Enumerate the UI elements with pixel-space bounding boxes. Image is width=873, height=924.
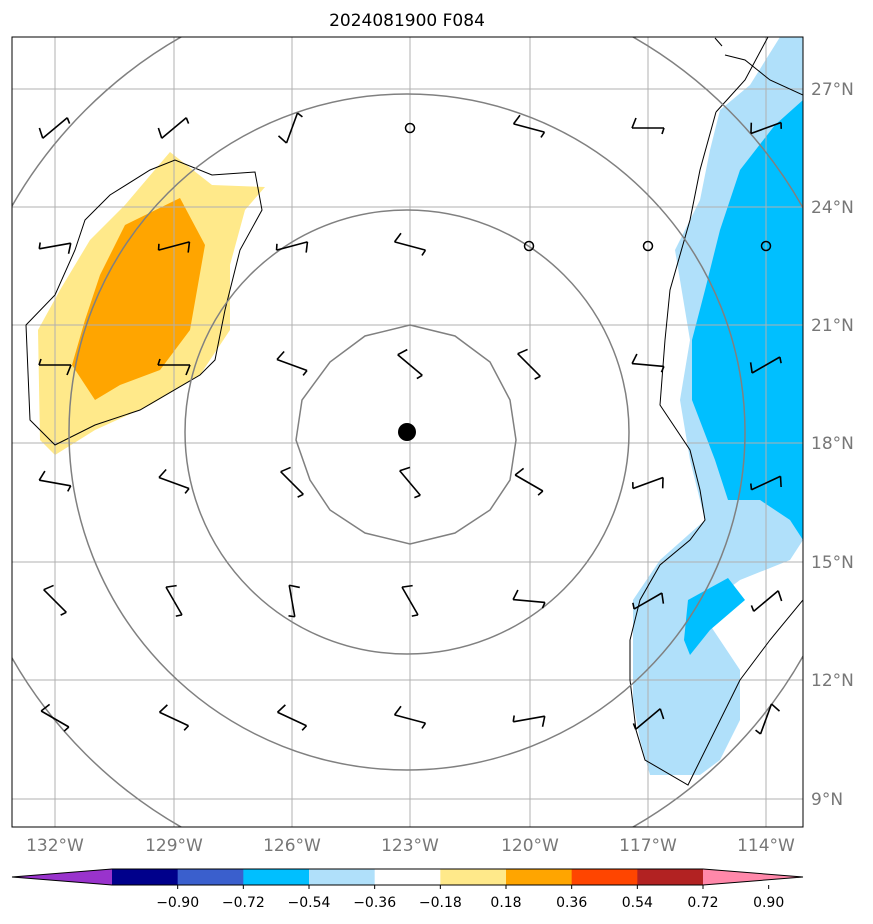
figure-title: 2024081900 F084 [329, 11, 485, 31]
wind-barb-icon [165, 584, 183, 617]
wind-barb-icon [632, 592, 665, 610]
range-ring-1 [295, 324, 517, 545]
wind-barb-icon [749, 475, 782, 491]
wind-barb-icon [280, 466, 304, 498]
wind-barb-icon [276, 350, 308, 376]
wind-barb-icon [401, 584, 419, 617]
wind-barb-icon [514, 467, 544, 496]
lat-tick-label: 12°N [811, 671, 854, 691]
wind-barb-icon [631, 353, 665, 373]
wind-barb-icon [512, 715, 546, 727]
wind-barb-icon [157, 241, 191, 253]
colorbar-swatch [112, 869, 179, 885]
wind-barb-icon [393, 232, 427, 256]
lon-tick-label: 126°W [263, 836, 321, 856]
colorbar-swatch [571, 869, 638, 885]
lat-tick-label: 24°N [811, 198, 854, 218]
wind-barb-icon [38, 358, 72, 376]
lat-tick-label: 18°N [811, 434, 854, 454]
colorbar-swatch [177, 869, 244, 885]
graticule [12, 37, 803, 827]
colorbar-tick-label: −0.18 [419, 895, 462, 911]
colorbar: −0.90 −0.72 −0.54 −0.36 −0.18 0.18 0.36 0.54 0.7… [11, 868, 804, 911]
coastline [25, 37, 803, 786]
wind-barb-icon [399, 466, 421, 499]
wind-barb-icon [512, 114, 546, 138]
wind-barb-icon [750, 121, 783, 135]
wind-barb-icon [749, 356, 782, 374]
colorbar-tick-label: −0.90 [156, 895, 199, 911]
calm-wind-icon [404, 122, 416, 134]
wind-barb-icon [275, 241, 309, 253]
range-ring-3 [68, 93, 746, 771]
wind-barb-icon [43, 584, 67, 616]
colorbar-tick-label: 0.90 [753, 895, 784, 911]
lat-tick-label: 27°N [811, 80, 854, 100]
lat-tick-label: 15°N [811, 553, 854, 573]
storm-center-marker [398, 423, 416, 441]
lon-tick-labels: 132°W 129°W 126°W 123°W 120°W 117°W 114°… [26, 836, 795, 856]
colorbar-tick-label: −0.36 [353, 895, 396, 911]
wind-barb-icon [750, 590, 783, 612]
lon-tick-label: 123°W [381, 836, 439, 856]
colorbar-swatch [309, 869, 376, 885]
wind-barb-icon [157, 358, 191, 376]
colorbar-extend-high [703, 869, 803, 885]
map-area [12, 37, 803, 827]
lon-tick-label: 114°W [737, 836, 795, 856]
colorbar-tick-label: 0.72 [687, 895, 718, 911]
wind-barb-icon [40, 703, 70, 732]
lat-tick-label: 9°N [811, 790, 843, 810]
lon-tick-label: 129°W [145, 836, 203, 856]
calm-wind-icon [760, 240, 772, 252]
wind-barbs [38, 112, 783, 735]
colorbar-swatch [506, 869, 573, 885]
lat-tick-labels: 27°N 24°N 21°N 18°N 15°N 12°N 9°N [811, 80, 854, 810]
wind-barb-icon [288, 584, 300, 618]
wind-barb-icon [38, 117, 71, 139]
lon-tick-label: 117°W [619, 836, 677, 856]
colorbar-outline [11, 868, 804, 886]
map-frame [11, 36, 804, 828]
wind-barb-icon [393, 705, 427, 729]
wind-barb-icon [157, 117, 190, 139]
colorbar-swatch [243, 869, 310, 885]
wind-barb-icon [158, 704, 190, 731]
range-rings [12, 37, 803, 827]
wind-barb-icon [38, 470, 72, 492]
lon-tick-label: 120°W [501, 836, 559, 856]
colorbar-swatch [440, 869, 507, 885]
wind-barb-icon [397, 348, 423, 380]
wind-barb-icon [512, 589, 546, 609]
colorbar-tick-label: −0.72 [222, 895, 265, 911]
calm-wind-icon [642, 240, 654, 252]
wind-barb-icon [38, 242, 72, 254]
lat-tick-label: 21°N [811, 316, 854, 336]
shade-positive-mid [72, 198, 205, 400]
wind-barb-icon [277, 112, 303, 144]
range-ring-2 [184, 209, 630, 655]
colorbar-swatch [637, 869, 704, 885]
calm-wind-icon [523, 240, 535, 252]
wind-barb-icon [755, 703, 781, 735]
colorbar-swatch [374, 869, 441, 885]
colorbar-tick-label: 0.36 [556, 895, 587, 911]
colorbar-tick-label: 0.18 [490, 895, 521, 911]
colorbar-tick-label: −0.54 [288, 895, 331, 911]
wind-barb-icon [632, 708, 665, 730]
shade-negative-mid-south [684, 578, 745, 655]
colorbar-extend-low [12, 869, 112, 885]
wind-barb-icon [631, 476, 664, 490]
wind-barb-icon [517, 348, 541, 380]
lon-tick-label: 132°W [26, 836, 84, 856]
wind-barb-icon [631, 117, 665, 135]
wind-barb-icon [276, 704, 308, 731]
wind-barb-icon [158, 468, 190, 494]
colorbar-tick-label: 0.54 [622, 895, 653, 911]
shade-negative-mid-north [692, 100, 803, 540]
